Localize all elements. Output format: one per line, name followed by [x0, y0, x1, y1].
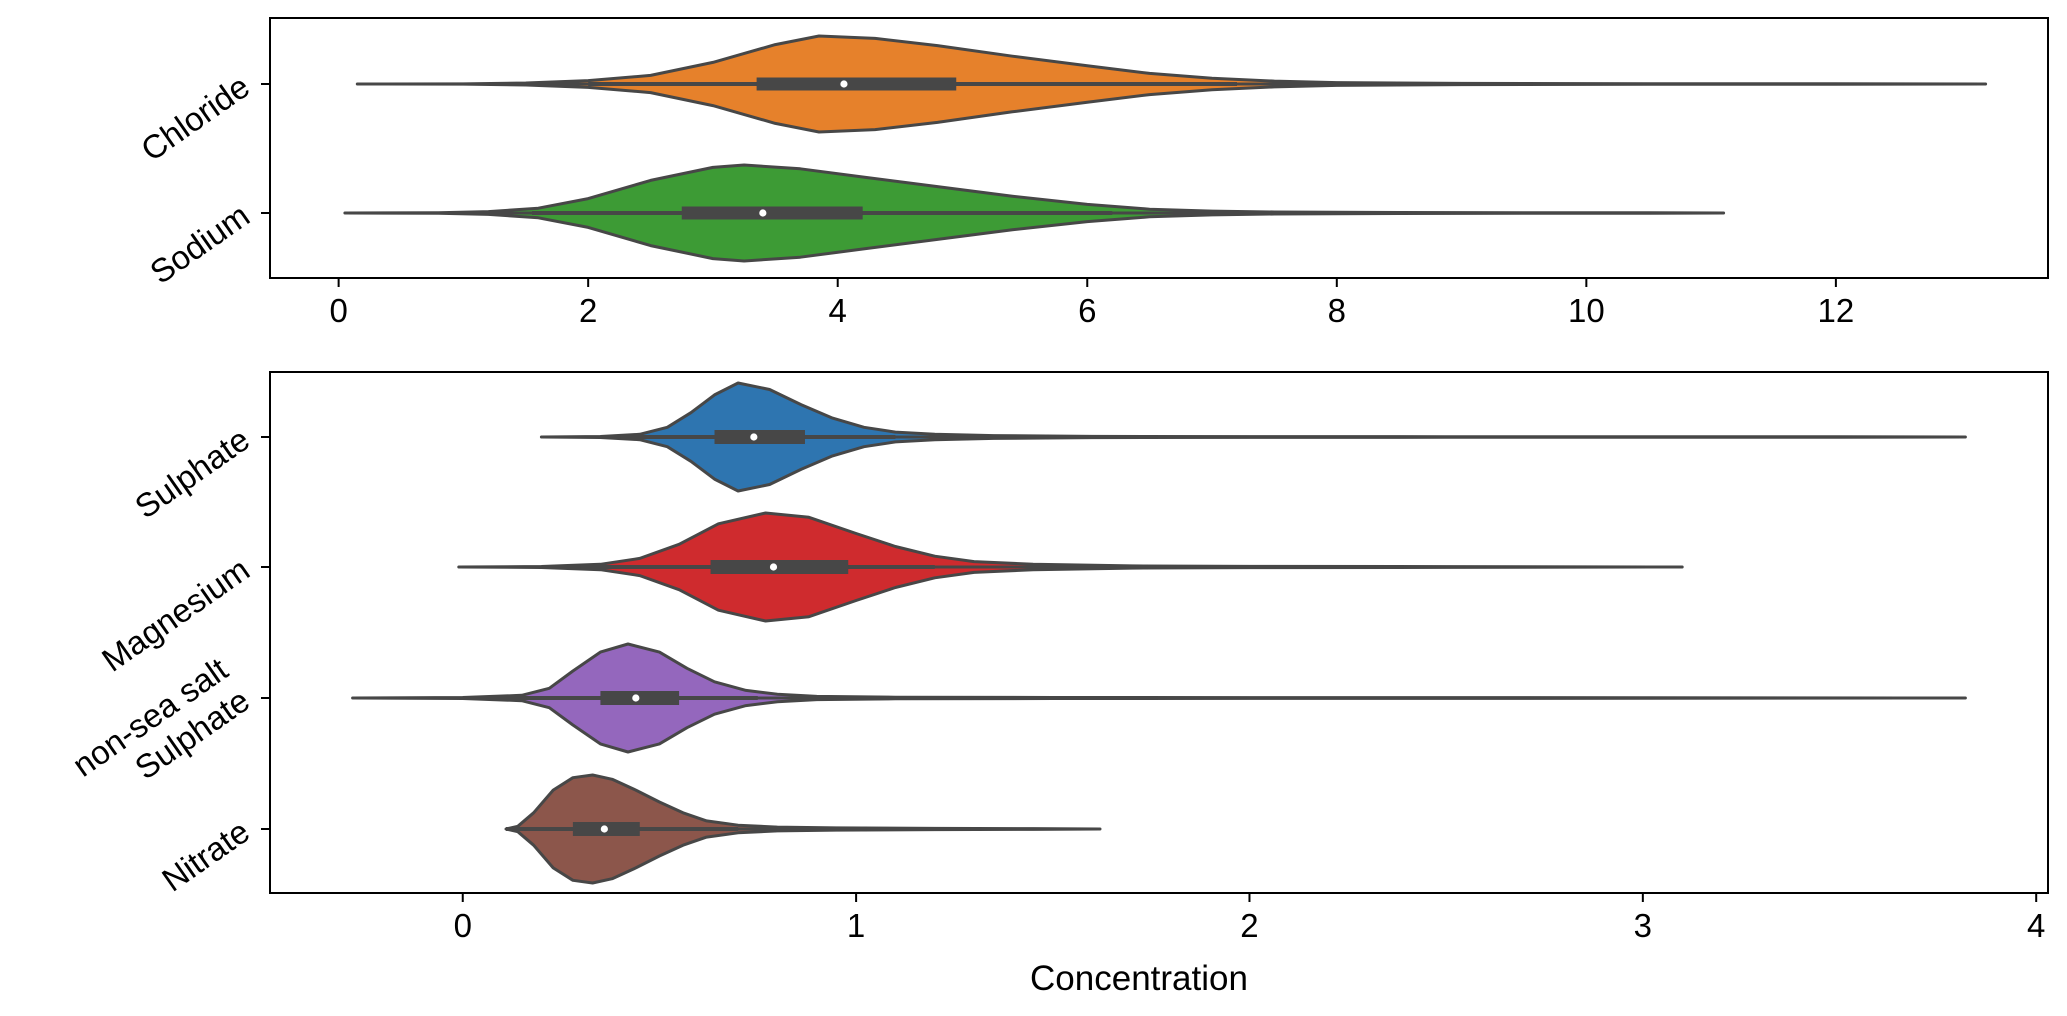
y-tick-label-sodium: Sodium: [143, 196, 256, 290]
median-point-sodium: [759, 209, 767, 217]
x-tick-label: 0: [329, 292, 347, 329]
violin-chloride: [355, 34, 1988, 134]
y-tick-label-sulphate: Sulphate: [128, 420, 256, 525]
x-tick-label: 12: [1818, 292, 1855, 329]
x-tick-label: 4: [2027, 907, 2045, 944]
panel-top: 0 2 4 6 8 10 12 Chloride Sodium: [134, 17, 2049, 329]
iqr-box-chloride: [756, 77, 957, 91]
plot-frame: [269, 371, 2049, 894]
x-axis-label: Concentration: [1030, 959, 1248, 998]
median-point-non-sea-salt-sulphate: [632, 694, 640, 702]
iqr-box-non-sea-salt-sulphate: [600, 691, 680, 705]
violin-sodium: [343, 163, 1726, 263]
violin-magnesium: [457, 511, 1684, 623]
x-tick-label: 2: [1240, 907, 1258, 944]
iqr-box-sodium: [681, 206, 863, 220]
x-tick-label: 1: [847, 907, 865, 944]
violin-nitrate: [504, 773, 1102, 885]
median-point-sulphate: [750, 433, 758, 441]
iqr-box-magnesium: [710, 560, 849, 574]
x-tick-label: 2: [579, 292, 597, 329]
y-tick-label-non-sea-salt-sulphate: non-sea saltSulphate: [66, 650, 256, 815]
plot-frame: [269, 17, 2049, 279]
violin-non-sea-salt-sulphate: [351, 642, 1967, 754]
y-tick-label-chloride: Chloride: [134, 67, 256, 168]
x-tick-label: 4: [829, 292, 847, 329]
iqr-box-sulphate: [714, 430, 805, 444]
median-point-nitrate: [600, 825, 608, 833]
violin-sulphate: [539, 381, 1967, 493]
median-point-chloride: [840, 80, 848, 88]
y-tick-label-nitrate: Nitrate: [155, 812, 256, 898]
x-tick-label: 8: [1328, 292, 1346, 329]
y-tick-label-magnesium: Magnesium: [95, 550, 256, 678]
median-point-magnesium: [769, 563, 778, 571]
x-tick-label: 6: [1078, 292, 1096, 329]
x-tick-label: 0: [454, 907, 472, 944]
x-tick-label: 10: [1568, 292, 1605, 329]
x-tick-label: 3: [1634, 907, 1652, 944]
